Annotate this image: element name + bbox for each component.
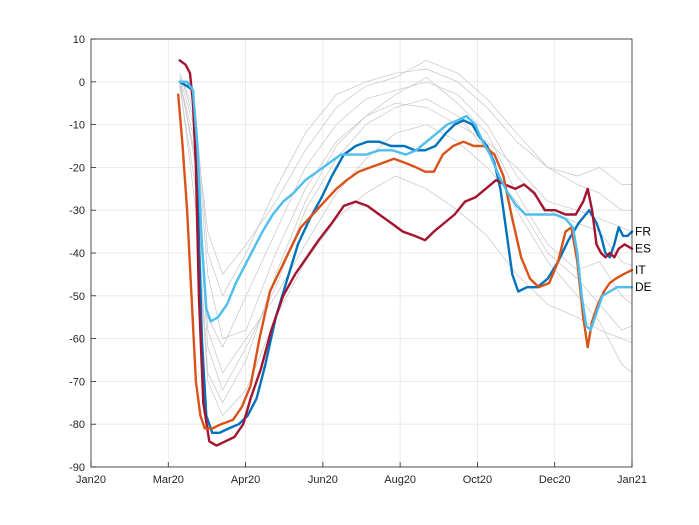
- y-tick-label: -40: [69, 248, 85, 260]
- x-tick-label: Jun20: [308, 474, 338, 486]
- x-tick-label: Jan20: [76, 474, 106, 486]
- y-tick-label: 0: [79, 77, 85, 89]
- background-series-line: [179, 81, 633, 374]
- series-label-de: DE: [635, 280, 652, 294]
- background-series-line: [179, 77, 633, 391]
- x-tick-label: Apr20: [231, 474, 260, 486]
- series-label-es: ES: [635, 242, 651, 256]
- y-tick-label: 10: [73, 34, 85, 46]
- y-tick-label: -60: [69, 334, 85, 346]
- background-series-line: [179, 60, 632, 275]
- background-series-line: [179, 81, 633, 348]
- highlighted-series-group: [177, 59, 634, 447]
- y-tick-label: -80: [69, 419, 85, 431]
- background-series-group: [179, 60, 633, 416]
- x-tick-label: Oct20: [463, 474, 492, 486]
- axis-ticks: Jan20 Mar20 Apr20 Jun20 Aug20 Oct20 Dec20 Jan21…: [69, 34, 647, 486]
- y-tick-label: -30: [69, 205, 85, 217]
- y-tick-label: -50: [69, 291, 85, 303]
- x-tick-label: Dec20: [539, 474, 571, 486]
- background-series-line: [179, 81, 633, 416]
- series-label-fr: FR: [635, 225, 651, 239]
- x-tick-label: Jan21: [617, 474, 647, 486]
- series-labels: FR ES IT DE: [635, 225, 652, 295]
- y-tick-label: -20: [69, 162, 85, 174]
- x-tick-label: Aug20: [384, 474, 416, 486]
- y-tick-label: -90: [69, 462, 85, 474]
- series-line-de: [178, 80, 634, 332]
- series-line-es: [178, 59, 634, 447]
- x-tick-label: Mar20: [153, 474, 184, 486]
- background-series-line: [179, 68, 632, 297]
- series-line-fr: [178, 80, 634, 434]
- y-tick-label: -10: [69, 120, 85, 132]
- series-label-it: IT: [635, 263, 646, 277]
- y-tick-label: -70: [69, 376, 85, 388]
